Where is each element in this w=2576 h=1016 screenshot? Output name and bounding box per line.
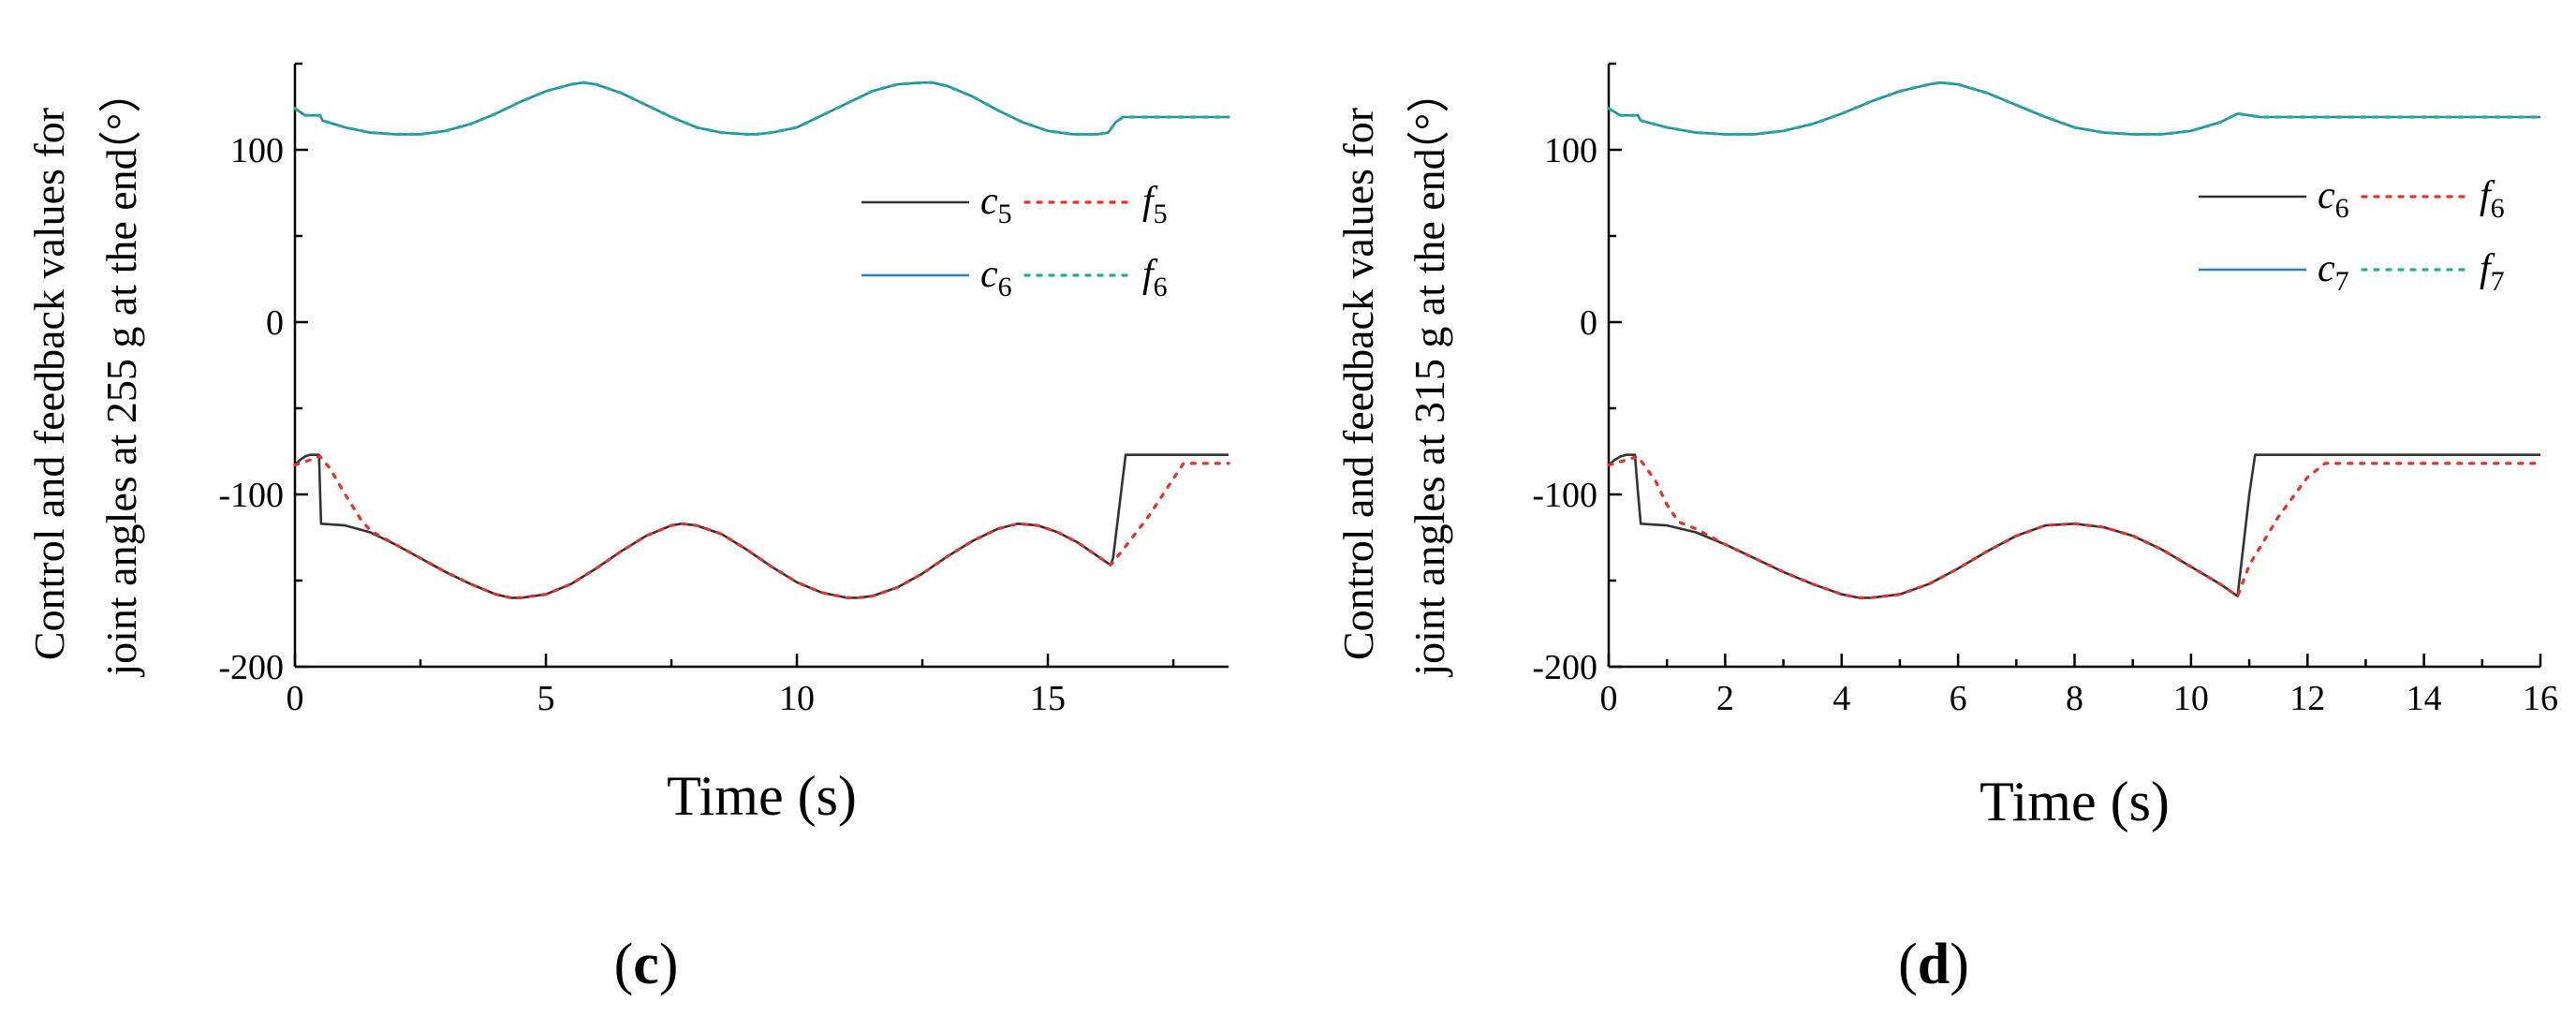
y-tick-label: 100 [230, 131, 284, 170]
x-tick-label: 2 [1716, 679, 1734, 718]
legend-subscript: 6 [998, 272, 1012, 302]
y-tick-label: 0 [266, 303, 284, 343]
legend-label: f7 [2480, 247, 2505, 297]
series-line-c6 [294, 81, 1229, 136]
legend: c5 f5 c6 f6 [861, 180, 1168, 302]
panel-label-paren: ) [1950, 933, 1969, 996]
legend-label: c6 [2318, 174, 2349, 224]
legend-subscript: 6 [2335, 193, 2349, 224]
x-tick-label: 15 [1030, 679, 1066, 718]
y-tick-label: -100 [1532, 476, 1597, 515]
x-tick-label: 4 [1833, 679, 1850, 718]
legend-subscript: 5 [1154, 199, 1168, 229]
x-tick-label: 10 [2173, 679, 2209, 718]
x-tick-label: 8 [2066, 679, 2083, 718]
y-tick-label: -100 [218, 476, 284, 515]
x-tick-label: 10 [779, 679, 815, 718]
x-tick-label: 6 [1950, 679, 1967, 718]
legend-subscript: 5 [998, 199, 1012, 229]
legend-label: f6 [2480, 174, 2505, 224]
chart-panel-d: -200 -100 0 100 0 2 4 6 8 10 12 14 16 c6 f6 c7 f7 Time (s… [1334, 62, 2558, 996]
y-tick-label: -200 [218, 648, 284, 687]
series-line-f6 [293, 81, 1230, 136]
legend: c6 f6 c7 f7 [2199, 174, 2505, 297]
legend-label: c5 [980, 180, 1012, 229]
x-tick-label: 5 [537, 679, 555, 718]
series-line-f5 [293, 454, 1230, 599]
panel-label-letter: c [633, 933, 659, 996]
series-line-f6 [1607, 454, 2542, 599]
panel-label: (c) [614, 933, 679, 996]
legend-subscript: 7 [2491, 266, 2505, 297]
x-tick-label: 0 [287, 679, 304, 718]
series-line-f7 [1607, 81, 2542, 136]
x-axis-label: Time (s) [667, 765, 857, 827]
y-axis-label-line2: joint angles at 255 g at the end [97, 148, 145, 677]
y-tick-label: 100 [1544, 131, 1597, 170]
legend-subscript: 6 [1154, 272, 1168, 302]
legend-subscript: 7 [2335, 266, 2349, 297]
x-axis-label: Time (s) [1980, 771, 2170, 832]
y-tick-label: -200 [1532, 648, 1597, 687]
y-tick-label: 0 [1580, 303, 1597, 343]
y-axis-label-line1: Control and feedback values for [1334, 108, 1382, 660]
x-tick-label: 12 [2289, 679, 2325, 718]
legend-label: f5 [1142, 180, 1168, 229]
y-axis-label-unit: （°） [97, 70, 145, 173]
legend-label: c6 [980, 253, 1012, 302]
y-axis-label-unit: （°） [1406, 70, 1453, 173]
legend-label: c7 [2318, 247, 2349, 297]
series-line-c5 [294, 453, 1229, 599]
panel-label-paren: ) [659, 933, 679, 996]
panel-label-paren: ( [614, 933, 634, 996]
x-tick-label: 0 [1600, 679, 1618, 718]
series-line-c6 [1608, 453, 2540, 599]
x-tick-label: 16 [2523, 679, 2558, 718]
y-axis-label-line2: joint angles at 315 g at the end [1406, 148, 1453, 677]
panel-label-letter: d [1918, 933, 1950, 996]
legend-subscript: 6 [2491, 193, 2505, 224]
y-axis-label-line1: Control and feedback values for [25, 108, 73, 660]
panel-label-paren: ( [1898, 933, 1918, 996]
panel-label: (d) [1898, 933, 1969, 996]
x-tick-label: 14 [2407, 679, 2442, 718]
legend-label: f6 [1142, 253, 1168, 302]
